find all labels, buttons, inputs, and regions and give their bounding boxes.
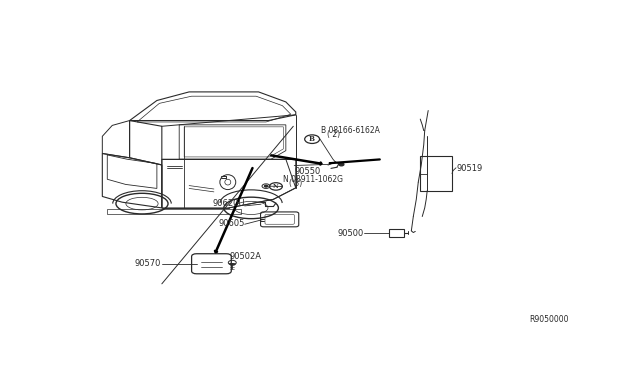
Circle shape	[264, 185, 268, 187]
Bar	[108, 209, 241, 214]
Text: B: B	[309, 135, 315, 143]
Text: 90605: 90605	[218, 219, 244, 228]
Text: ( 2): ( 2)	[326, 129, 340, 139]
Text: 90550: 90550	[294, 167, 321, 176]
Text: ( 3): ( 3)	[289, 179, 303, 188]
Text: 90620U: 90620U	[212, 199, 244, 208]
Text: 90519: 90519	[457, 164, 483, 173]
Bar	[389, 230, 404, 237]
Text: 90570: 90570	[134, 259, 161, 268]
Text: N: N	[273, 184, 279, 189]
Text: B 08166-6162A: B 08166-6162A	[321, 126, 380, 135]
Text: 90502A: 90502A	[230, 252, 262, 261]
Bar	[420, 156, 452, 191]
Text: N 08911-1062G: N 08911-1062G	[284, 176, 344, 185]
Text: 90500: 90500	[337, 229, 364, 238]
Text: R9050000: R9050000	[529, 315, 568, 324]
Circle shape	[339, 163, 344, 166]
